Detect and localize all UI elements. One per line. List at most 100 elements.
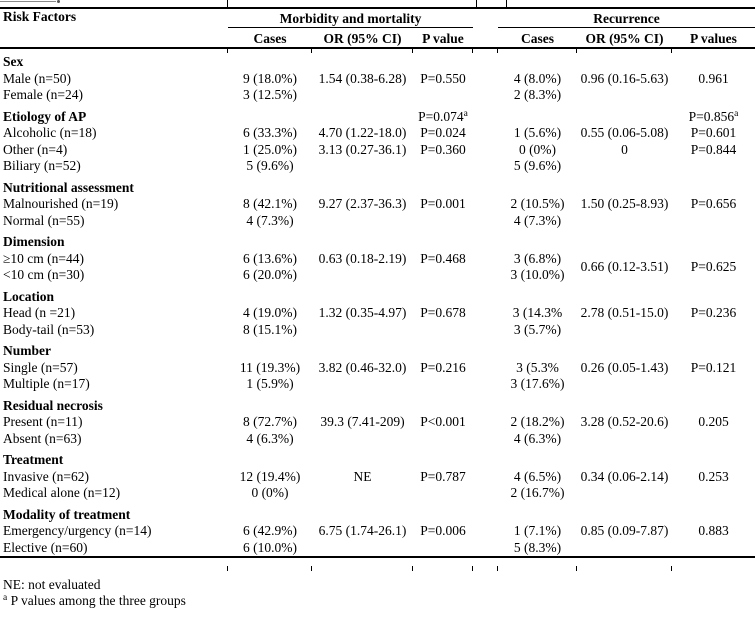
r-or-cell: 0.26 (0.05-1.43) <box>580 359 669 375</box>
risk-factors-header: Risk Factors <box>0 8 228 49</box>
r-cases-cell: 3 (5.7%) <box>513 321 562 337</box>
cell-border-tick <box>227 48 228 53</box>
m-or-cell: 9.27 (2.37-36.3) <box>318 196 407 211</box>
r-or-cell <box>577 376 672 393</box>
r-cases-cell <box>498 284 577 306</box>
m-p-cell: P=0.787 <box>420 468 466 484</box>
m-cases-cell <box>228 284 312 306</box>
r-or-cell: 0.55 (0.06-5.08) <box>580 125 669 140</box>
section-header-row: Treatment <box>0 447 755 469</box>
r-or-cell <box>577 87 672 104</box>
risk-factor-label-cell: Biliary (n=52) <box>3 158 81 173</box>
cell-border-tick <box>671 566 672 571</box>
m-cases-cell: 6 (20.0%) <box>243 267 297 282</box>
m-or-cell <box>312 284 413 306</box>
section-header-row: Modality of treatment <box>0 502 755 524</box>
risk-factor-label-cell: Normal (n=55) <box>3 212 85 228</box>
gap-cell <box>473 414 498 431</box>
m-or-cell <box>312 267 413 284</box>
section-header-row: Sex <box>0 48 755 71</box>
r-or-cell <box>577 502 672 524</box>
table-row: Other (n=4) 1 (25.0%) 3.13 (0.27-36.1) P=0.… <box>0 142 755 159</box>
r-p-cell <box>672 431 755 448</box>
r-p-cell <box>672 158 755 175</box>
r-cases-cell: 2 (10.5%) <box>510 196 565 211</box>
table-row: Female (n=24) 3 (12.5%) 2 (8.3%) <box>0 87 755 104</box>
m-cases-cell: 1 (25.0%) <box>243 141 297 157</box>
m-or-cell <box>312 502 413 524</box>
section-header-row: Dimension <box>0 229 755 251</box>
r-p-cell: P=0.844 <box>690 141 737 157</box>
m-cases-cell <box>228 104 312 126</box>
m-p-cell: P=0.074a <box>418 108 468 124</box>
cell-border-tick <box>576 566 577 571</box>
r-or-cell <box>577 447 672 469</box>
r-or-cell <box>577 104 672 126</box>
r-or-cell: 0 <box>621 141 628 157</box>
cell-border-tick <box>506 0 507 7</box>
m-cases-cell: 0 (0%) <box>251 485 289 500</box>
risk-factor-label-cell: Emergency/urgency (n=14) <box>3 523 152 538</box>
section-label-cell: Treatment <box>3 452 64 467</box>
section-label-cell: Residual necrosis <box>3 397 103 413</box>
cell-border-tick <box>472 566 473 571</box>
r-p-cell: 0.961 <box>698 70 729 86</box>
r-cases-cell <box>498 175 577 197</box>
gap-cell <box>473 469 498 486</box>
r-cases-cell: 3 (14.3% <box>512 305 563 320</box>
m-p-cell <box>413 229 473 251</box>
footnote-a: a P values among the three groups <box>3 593 186 609</box>
m-p-cell <box>413 48 473 71</box>
gap-cell <box>473 305 498 322</box>
footnote-ne: NE: not evaluated <box>3 577 101 592</box>
r-p-cell <box>672 213 755 230</box>
risk-factor-label-cell: Malnourished (n=19) <box>3 196 119 211</box>
table-row: Single (n=57) 11 (19.3%) 3.82 (0.46-32.0) P… <box>0 360 755 377</box>
m-or-cell <box>312 175 413 197</box>
morbidity-pvalue-header: P value <box>413 27 473 49</box>
r-cases-cell <box>498 104 577 126</box>
m-or-cell <box>312 376 413 393</box>
r-cases-cell: 1 (7.1%) <box>513 523 562 538</box>
m-cases-cell: 6 (10.0%) <box>228 539 312 558</box>
m-cases-cell: 6 (13.6%) <box>243 250 297 266</box>
r-cases-cell: 4 (6.5%) <box>513 468 562 484</box>
gap-cell <box>473 523 498 540</box>
r-p-cell: P=0.656 <box>690 196 737 211</box>
recurrence-group-header: Recurrence <box>498 8 755 28</box>
gap-cell <box>473 539 498 558</box>
r-or-cell <box>577 322 672 339</box>
risk-factor-label-cell: Head (n =21) <box>3 305 76 320</box>
m-p-cell: P=0.360 <box>420 141 466 157</box>
gap-cell <box>473 338 498 360</box>
r-cases-cell: 4 (8.0%) <box>513 70 562 86</box>
r-or-cell <box>577 485 672 502</box>
cell-border-tick <box>497 566 498 571</box>
risk-factor-label-cell: Present (n=11) <box>3 414 83 429</box>
section-label-cell: Etiology of AP <box>3 108 87 124</box>
table-row: ≥10 cm (n=44) 6 (13.6%) 0.63 (0.18-2.19) P=… <box>0 250 755 283</box>
gap-cell <box>473 125 498 142</box>
r-or-cell: 0.85 (0.09-7.87) <box>580 523 669 538</box>
r-or-cell <box>577 284 672 306</box>
r-p-cell <box>672 175 755 197</box>
r-p-cell <box>672 539 755 558</box>
cell-border-tick <box>476 0 477 7</box>
m-or-cell <box>312 229 413 251</box>
m-or-cell <box>312 87 413 104</box>
m-p-cell <box>413 485 473 502</box>
section-label-cell: Number <box>3 343 51 358</box>
table-row: Normal (n=55) 4 (7.3%) 4 (7.3%) <box>0 213 755 230</box>
table-row: Alcoholic (n=18) 6 (33.3%) 4.70 (1.22-18.0… <box>0 125 755 142</box>
r-or-cell: 2.78 (0.51-15.0) <box>580 305 669 320</box>
cell-border-tick <box>227 0 228 7</box>
risk-factor-label-cell: Multiple (n=17) <box>3 376 90 391</box>
m-or-cell <box>312 104 413 126</box>
recurrence-cases-header: Cases <box>498 27 577 49</box>
morbidity-group-header: Morbidity and mortality <box>228 8 473 28</box>
m-p-cell <box>413 502 473 524</box>
cell-border-tick <box>412 48 413 53</box>
morbidity-or-header: OR (95% CI) <box>312 27 413 49</box>
r-p-cell: P=0.236 <box>690 305 737 320</box>
footnote-a-superscript: a <box>3 592 8 603</box>
